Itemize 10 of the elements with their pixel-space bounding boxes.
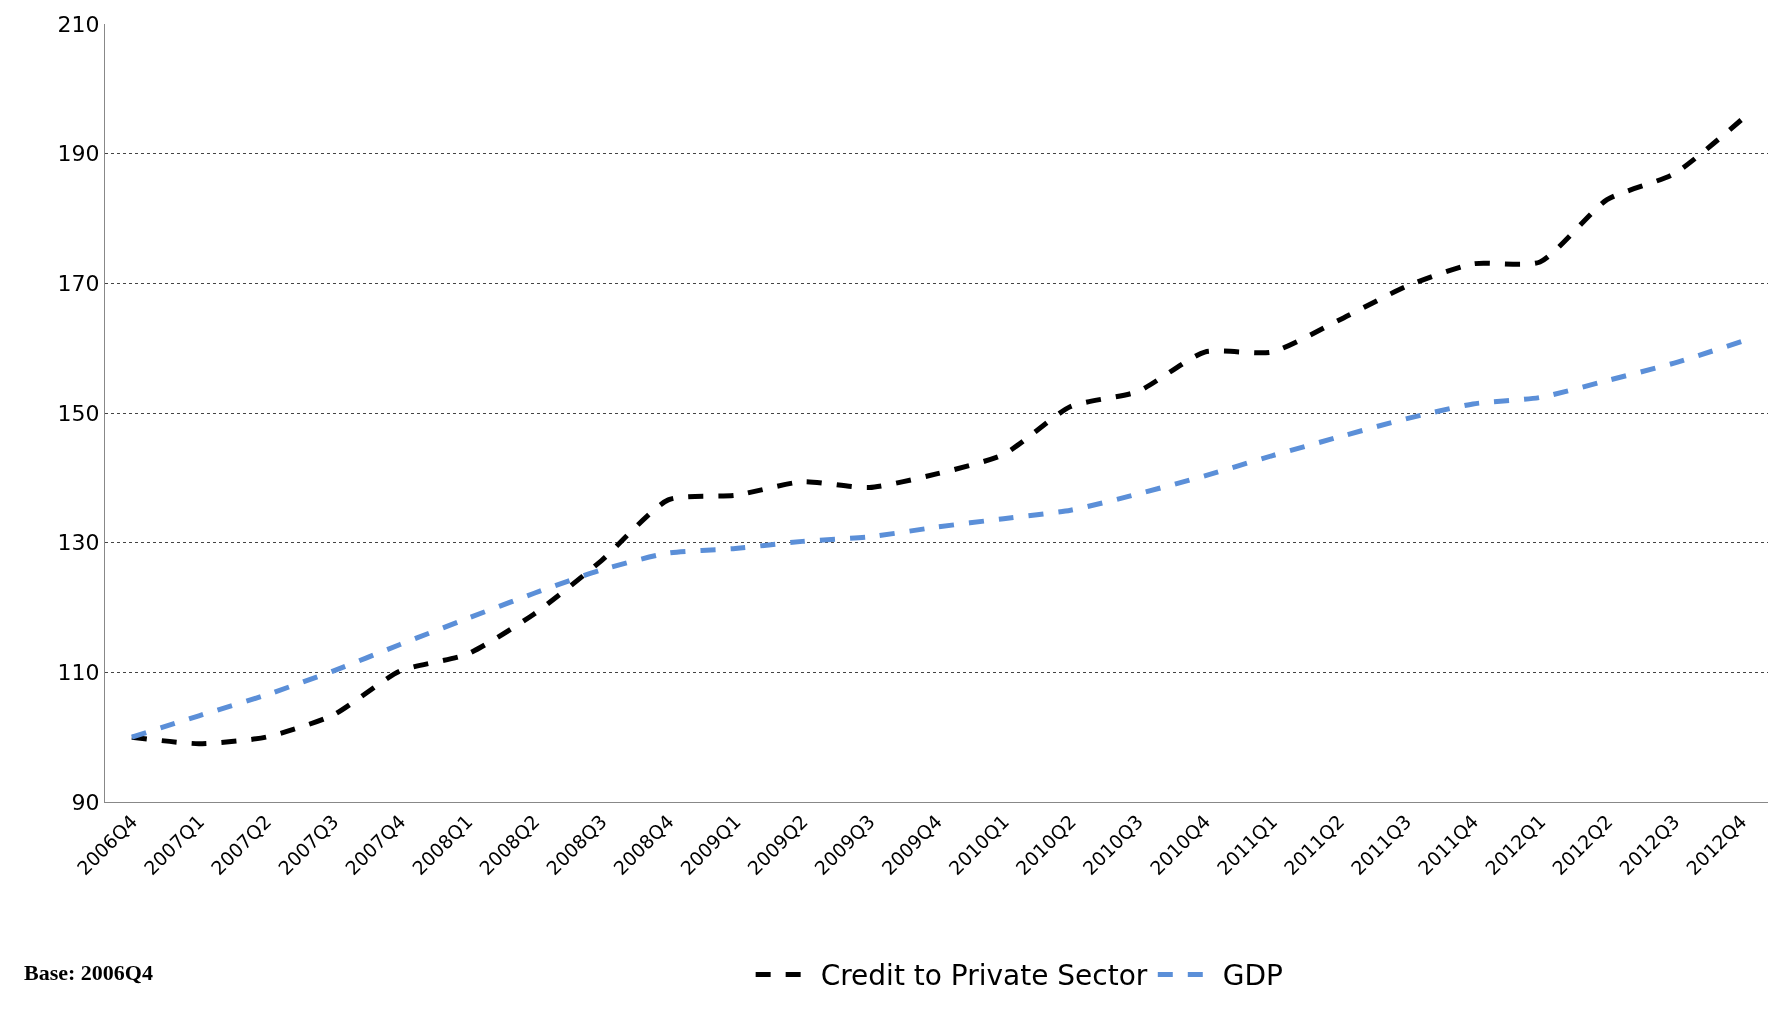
y-tick-label: 170 bbox=[57, 271, 100, 297]
y-tick-label: 190 bbox=[57, 141, 100, 167]
legend-label: GDP bbox=[1222, 959, 1283, 993]
text: Base: 2006Q4 bbox=[24, 960, 153, 985]
y-tick-label: 150 bbox=[57, 400, 100, 426]
legend-label: Credit to Private Sector bbox=[820, 959, 1148, 993]
y-tick-label: 110 bbox=[57, 660, 100, 686]
y-tick-label: 210 bbox=[57, 11, 100, 37]
y-tick-label: 90 bbox=[71, 789, 100, 815]
y-tick-label: 130 bbox=[57, 530, 100, 556]
